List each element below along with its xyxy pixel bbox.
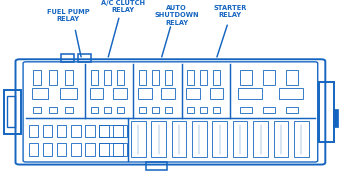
Bar [65,107,73,113]
Bar [200,70,207,85]
Bar [57,125,66,137]
Bar [65,70,73,85]
Bar [294,121,309,157]
Bar [151,121,166,157]
Bar [91,107,98,113]
Bar [240,107,252,113]
Bar [49,70,57,85]
Bar [78,54,91,62]
Text: AUTO
SHUTDOWN
RELAY: AUTO SHUTDOWN RELAY [154,5,199,26]
Bar [188,107,194,113]
Bar [99,143,127,156]
Bar [188,70,194,85]
Bar [238,88,262,99]
Bar [200,107,207,113]
Bar [91,70,98,85]
Bar [104,107,111,113]
Bar [253,121,268,157]
Bar [333,109,338,127]
Bar [29,125,38,137]
Bar [4,90,21,134]
Bar [99,125,127,137]
Bar [33,107,41,113]
Bar [139,107,146,113]
Bar [263,70,275,85]
Bar [117,70,124,85]
Bar [113,88,127,99]
Bar [161,88,175,99]
Text: STARTER
RELAY: STARTER RELAY [213,5,247,18]
Bar [113,125,122,137]
Bar [152,107,159,113]
Bar [138,88,152,99]
Bar [210,88,223,99]
Bar [117,107,124,113]
Bar [71,125,81,137]
Bar [29,143,38,156]
Bar [49,107,57,113]
Bar [139,70,146,85]
Bar [172,121,186,157]
Bar [43,125,53,137]
Bar [213,107,220,113]
Bar [33,70,41,85]
Bar [90,88,103,99]
Bar [213,70,220,85]
Bar [32,88,48,99]
Bar [286,107,298,113]
Bar [85,143,94,156]
Text: FUEL PUMP
RELAY: FUEL PUMP RELAY [47,9,89,22]
Bar [104,70,111,85]
Bar [131,121,146,157]
Bar [279,88,303,99]
Bar [7,96,15,127]
Bar [146,162,167,170]
Bar [113,143,122,156]
Bar [60,88,77,99]
Bar [319,82,334,142]
Bar [286,70,298,85]
Bar [240,70,252,85]
Bar [99,143,109,156]
Bar [43,143,53,156]
Bar [212,121,227,157]
Bar [61,54,74,62]
Bar [165,107,172,113]
Bar [85,125,94,137]
Bar [152,70,159,85]
Bar [71,143,81,156]
Bar [233,121,247,157]
Text: A/C CLUTCH
RELAY: A/C CLUTCH RELAY [101,0,145,13]
Bar [192,121,207,157]
Bar [274,121,288,157]
Bar [263,107,275,113]
Bar [186,88,200,99]
Bar [99,125,109,137]
Bar [165,70,172,85]
Bar [57,143,66,156]
